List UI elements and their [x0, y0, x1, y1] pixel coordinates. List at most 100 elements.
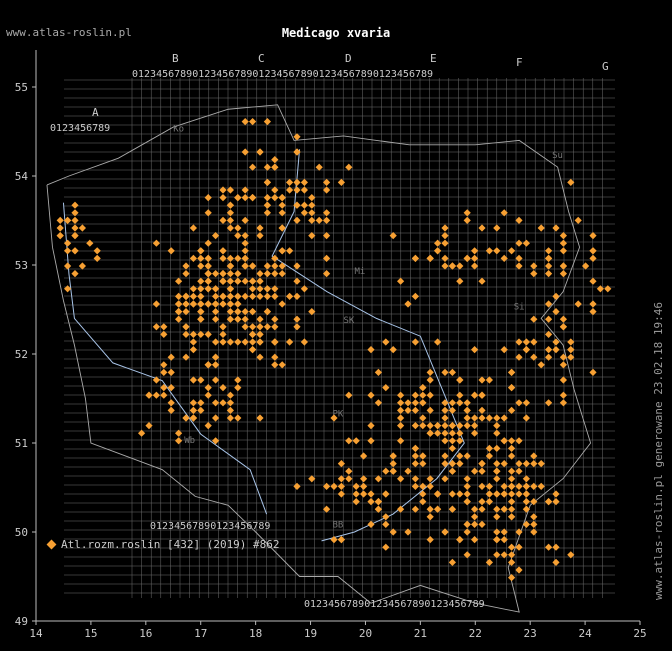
generated-label: www.atlas-roslin.pl generowane 23.02.18 … [652, 301, 665, 600]
occurrence-point [441, 368, 449, 376]
occurrence-point [419, 384, 427, 392]
occurrence-point [249, 346, 257, 354]
occurrence-point [530, 353, 538, 361]
occurrence-point [293, 178, 301, 186]
occurrence-point [441, 232, 449, 240]
occurrence-point [286, 292, 294, 300]
occurrence-point [197, 247, 205, 255]
occurrence-point [589, 300, 597, 308]
occurrence-point [241, 338, 249, 346]
legend-text: Atl.rozm.roslin [432] (2019) #862 [61, 538, 280, 551]
occurrence-point [485, 376, 493, 384]
occurrence-point [382, 513, 390, 521]
occurrence-point [463, 209, 471, 217]
occurrence-point [545, 498, 553, 506]
occurrence-point [64, 239, 72, 247]
occurrence-point [175, 308, 183, 316]
occurrence-point [389, 232, 397, 240]
occurrence-point [552, 558, 560, 566]
occurrence-point [271, 285, 279, 293]
occurrence-point [360, 482, 368, 490]
map-axes: 14 15 16 17 18 19 20 21 22 23 24 25 55 54 53 52 51 50 49 A B… [15, 50, 647, 640]
occurrence-point [404, 300, 412, 308]
occurrence-point [175, 429, 183, 437]
occurrence-point [478, 376, 486, 384]
occurrence-point [167, 406, 175, 414]
occurrence-point [411, 460, 419, 468]
occurrence-point [589, 368, 597, 376]
occurrence-point [271, 262, 279, 270]
occurrence-point [382, 520, 390, 528]
occurrence-point [175, 437, 183, 445]
occurrence-point [241, 186, 249, 194]
occurrence-point [219, 300, 227, 308]
occurrence-point [160, 368, 168, 376]
occurrence-point [293, 277, 301, 285]
occurrence-point [367, 520, 375, 528]
occurrence-point [500, 490, 508, 498]
occurrence-point [382, 384, 390, 392]
occurrence-point [345, 475, 353, 483]
occurrence-point [493, 429, 501, 437]
y-tick-label: 54 [15, 170, 29, 183]
occurrence-point [448, 460, 456, 468]
occurrence-point [456, 536, 464, 544]
occurrence-point [448, 490, 456, 498]
occurrence-point [219, 194, 227, 202]
x-tick-label: 23 [524, 627, 537, 640]
occurrence-point [478, 391, 486, 399]
occurrence-point [508, 482, 516, 490]
occurrence-point [367, 437, 375, 445]
occurrence-point [345, 163, 353, 171]
occurrence-point [559, 376, 567, 384]
occurrence-point [189, 224, 197, 232]
occurrence-point [360, 490, 368, 498]
occurrence-point [189, 330, 197, 338]
occurrence-point [263, 118, 271, 126]
occurrence-point [471, 536, 479, 544]
occurrence-point [271, 194, 279, 202]
occurrence-point [64, 247, 72, 255]
occurrence-point [441, 262, 449, 270]
occurrence-point [456, 376, 464, 384]
occurrence-point [286, 186, 294, 194]
occurrence-point [463, 422, 471, 430]
occurrence-point [219, 216, 227, 224]
occurrence-point [337, 178, 345, 186]
occurrence-point [552, 490, 560, 498]
occurrence-point [197, 308, 205, 316]
occurrence-point [441, 475, 449, 483]
occurrence-point [604, 285, 612, 293]
occurrence-point [485, 498, 493, 506]
occurrence-point [559, 239, 567, 247]
occurrence-point [352, 490, 360, 498]
occurrence-point [574, 216, 582, 224]
occurrence-point [441, 254, 449, 262]
occurrence-point [463, 482, 471, 490]
occurrence-point [204, 262, 212, 270]
column-letter: B [172, 52, 179, 65]
occurrence-point [256, 292, 264, 300]
occurrence-point [471, 467, 479, 475]
occurrence-point [441, 414, 449, 422]
occurrence-point [434, 338, 442, 346]
occurrence-point [197, 285, 205, 293]
occurrence-point [71, 224, 79, 232]
column-letter: G [602, 60, 609, 73]
x-tick-label: 14 [29, 627, 43, 640]
occurrence-point [152, 376, 160, 384]
occurrence-point [175, 300, 183, 308]
occurrence-point [226, 270, 234, 278]
occurrence-point [86, 239, 94, 247]
occurrence-point [212, 232, 220, 240]
occurrence-point [204, 422, 212, 430]
occurrence-point [493, 422, 501, 430]
occurrence-point [589, 277, 597, 285]
occurrence-point [567, 551, 575, 559]
occurrence-point [545, 346, 553, 354]
occurrence-point [271, 254, 279, 262]
occurrence-point [493, 444, 501, 452]
occurrence-point [448, 262, 456, 270]
occurrence-point [485, 452, 493, 460]
occurrence-point [249, 338, 257, 346]
